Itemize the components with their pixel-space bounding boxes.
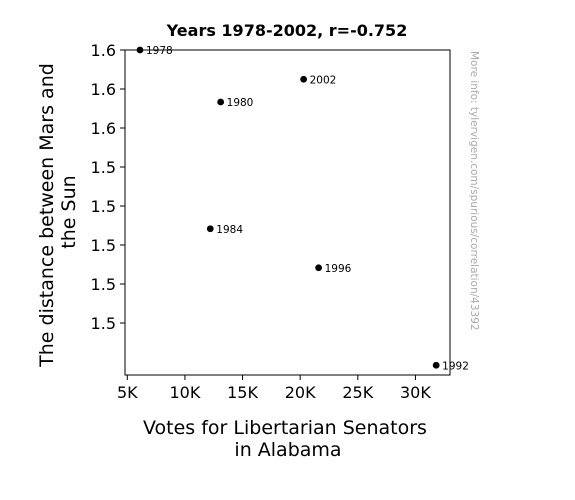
- y-tick-label: 1.6: [91, 41, 116, 60]
- data-point: [432, 361, 440, 369]
- chart-title: Years 1978-2002, r=-0.752: [166, 21, 408, 40]
- y-axis-label-line-1: The distance between Mars and: [36, 63, 58, 368]
- y-axis-label: The distance between Mars and the Sun: [36, 57, 80, 368]
- y-tick-label: 1.5: [91, 275, 116, 294]
- data-point: [136, 46, 144, 54]
- x-axis-ticks: 5K 10K 15K 20K 25K 30K: [117, 375, 431, 402]
- data-point: [217, 98, 225, 106]
- y-tick-label: 1.5: [91, 314, 116, 333]
- x-axis-label-line-1: Votes for Libertarian Senators: [143, 417, 427, 439]
- data-point: [315, 264, 323, 272]
- y-axis-ticks: 1.5 1.5 1.5 1.5 1.5 1.6 1.6 1.6: [91, 41, 125, 333]
- data-point-label: 1980: [227, 97, 254, 109]
- x-tick-label: 5K: [117, 383, 138, 402]
- x-tick-label: 20K: [285, 383, 316, 402]
- data-point-label: 1984: [216, 224, 243, 236]
- y-tick-label: 1.5: [91, 158, 116, 177]
- y-tick-label: 1.5: [91, 236, 116, 255]
- x-tick-label: 30K: [400, 383, 431, 402]
- y-tick-label: 1.5: [91, 197, 116, 216]
- x-axis-label-line-2: in Alabama: [234, 439, 341, 461]
- data-point: [300, 75, 308, 83]
- x-tick-label: 15K: [227, 383, 258, 402]
- data-point-label: 2002: [310, 74, 337, 86]
- data-point-label: 1996: [325, 263, 352, 275]
- data-point-label: 1992: [442, 360, 469, 372]
- data-point-label: 1978: [146, 45, 173, 57]
- x-axis-label: Votes for Libertarian Senators in Alabam…: [143, 417, 433, 461]
- y-tick-label: 1.6: [91, 119, 116, 138]
- watermark-text: More info: tylervigen.com/spurious/corre…: [468, 51, 480, 331]
- x-tick-label: 25K: [342, 383, 373, 402]
- data-point: [206, 225, 214, 233]
- y-axis-label-line-2: the Sun: [58, 175, 80, 248]
- plot-area: [124, 49, 451, 376]
- y-tick-label: 1.6: [91, 80, 116, 99]
- data-points: 1978 1980 1984 1992 1996 2002: [136, 45, 469, 372]
- x-tick-label: 10K: [169, 383, 200, 402]
